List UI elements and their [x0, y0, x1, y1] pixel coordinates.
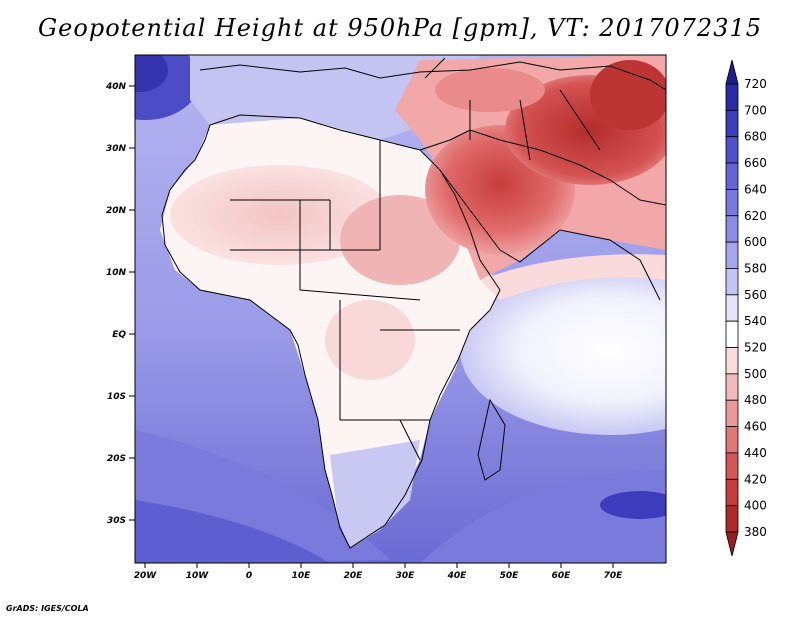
lat-label: EQ: [112, 330, 126, 340]
colorbar-swatch: [725, 268, 739, 296]
lat-label: 40N: [105, 82, 127, 92]
lon-label: 20E: [344, 571, 364, 581]
colorbar-swatch: [725, 136, 739, 164]
lon-label: 0: [246, 571, 252, 581]
colorbar-swatch: [725, 294, 739, 322]
colorbar-label: 540: [744, 314, 767, 328]
colorbar-swatch: [725, 505, 739, 533]
colorbar-label: 460: [744, 420, 767, 434]
lon-label: 10W: [186, 571, 210, 581]
colorbar-swatch: [725, 452, 739, 480]
colorbar-label: 440: [744, 446, 767, 460]
colorbar: 720 700 680 660 640 620 600 580 560 540 520 500 480 4…: [725, 59, 767, 557]
colorbar-swatch: [725, 109, 739, 138]
contour-field: [135, 55, 666, 563]
map-figure: 40N 30N 20N 10N EQ 10S 20S 30S 20W 10W 0…: [105, 54, 767, 581]
colorbar-label: 700: [744, 103, 767, 117]
colorbar-label: 480: [744, 393, 767, 407]
lat-label: 30S: [107, 516, 126, 526]
colorbar-label: 640: [744, 182, 767, 196]
lat-label: 10N: [106, 268, 127, 278]
chart-title: Geopotential Height at 950hPa [gpm], VT:…: [38, 14, 762, 42]
lat-label: 30N: [106, 144, 127, 154]
coastlines: [161, 57, 666, 549]
lat-label: 10S: [107, 392, 126, 402]
lon-label: 60E: [552, 571, 572, 581]
colorbar-label: 600: [744, 235, 767, 249]
lon-label: 30E: [396, 571, 416, 581]
lon-label: 40E: [447, 571, 468, 581]
colorbar-label: 380: [744, 525, 767, 539]
colorbar-label: 680: [744, 130, 767, 144]
map-frame: [134, 54, 667, 564]
colorbar-label: 420: [744, 472, 767, 486]
colorbar-label: 520: [744, 341, 767, 355]
colorbar-swatch: [725, 399, 739, 427]
colorbar-label: 400: [744, 499, 767, 513]
credit-label: GrADS: IGES/COLA: [6, 604, 89, 613]
colorbar-label: 660: [744, 156, 767, 170]
lon-label: 10E: [292, 571, 312, 581]
colorbar-swatch: [725, 478, 739, 507]
lon-label: 70E: [604, 571, 624, 581]
colorbar-swatch: [725, 347, 739, 375]
colorbar-label: 560: [744, 288, 767, 302]
colorbar-label: 500: [744, 367, 767, 381]
colorbar-swatch: [725, 189, 739, 217]
lon-label: 20W: [134, 571, 158, 581]
lat-axis: 40N 30N 20N 10N EQ 10S 20S 30S: [105, 82, 135, 526]
colorbar-label: 580: [744, 261, 767, 275]
colorbar-swatch: [725, 426, 739, 454]
colorbar-swatch: [725, 83, 739, 111]
colorbar-swatch: [725, 531, 739, 557]
colorbar-swatch: [725, 59, 739, 85]
colorbar-label: 720: [744, 77, 767, 91]
colorbar-swatch: [725, 215, 739, 243]
lon-axis: 20W 10W 0 10E 20E 30E 40E 50E 60E 70E: [134, 563, 623, 581]
lat-label: 20S: [107, 454, 126, 464]
colorbar-swatch: [725, 320, 739, 348]
lat-label: 20N: [106, 206, 127, 216]
colorbar-swatch: [725, 241, 739, 269]
colorbar-swatch: [725, 162, 739, 190]
colorbar-label: 620: [744, 209, 767, 223]
colorbar-swatch: [725, 373, 739, 401]
lon-label: 50E: [500, 571, 520, 581]
